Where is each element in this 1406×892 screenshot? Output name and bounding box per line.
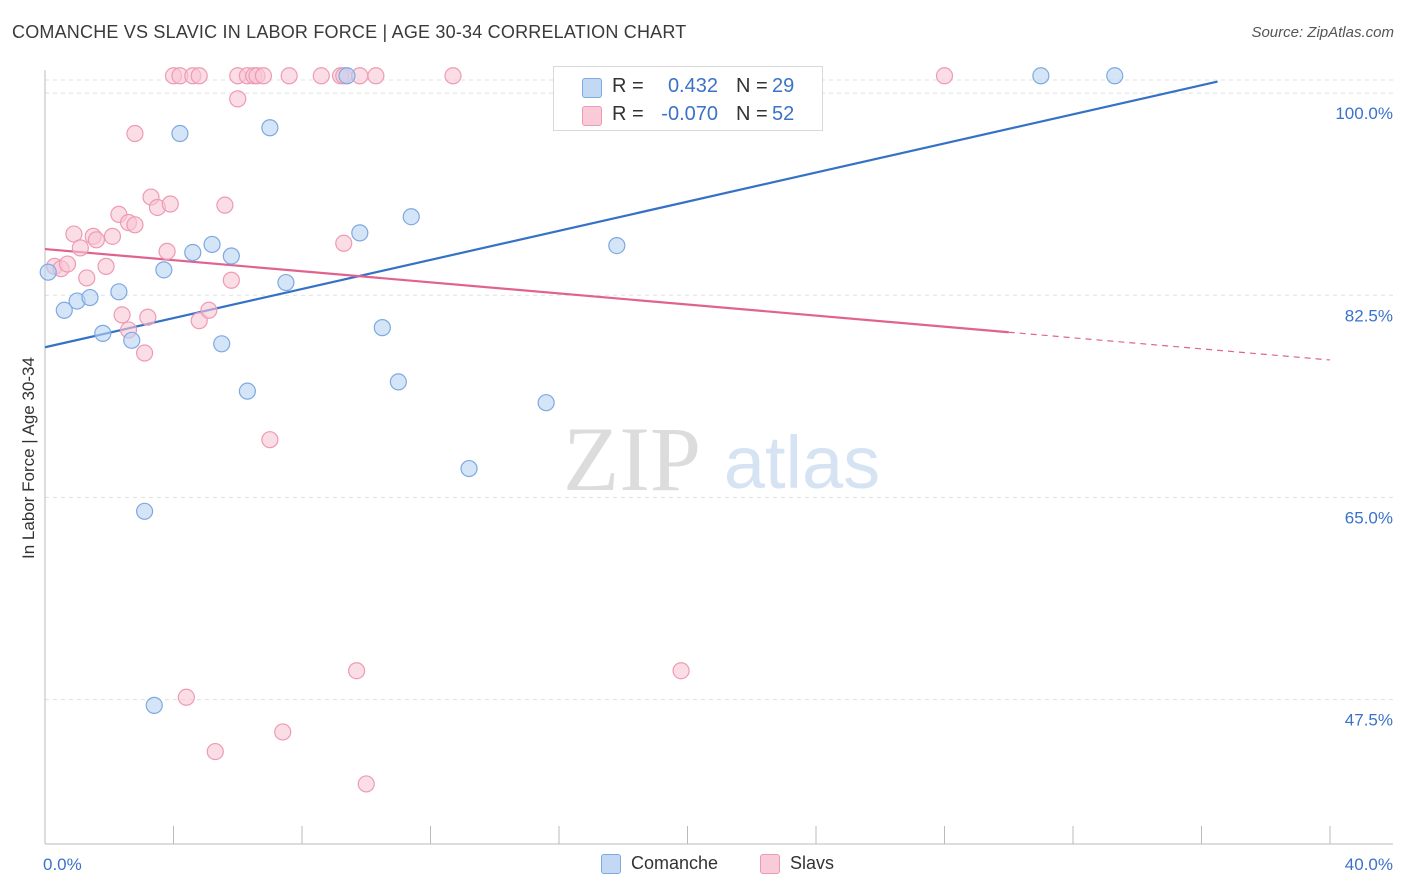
legend-row-comanche: R = 0.432 N = 29 bbox=[554, 73, 822, 101]
slavs-point bbox=[348, 662, 366, 680]
comanche-point bbox=[155, 261, 173, 279]
slavs-point bbox=[357, 775, 375, 793]
slavs-point bbox=[444, 67, 462, 85]
x-tick-label: 40.0% bbox=[1345, 855, 1393, 874]
r-label: R = bbox=[612, 103, 644, 125]
r-value: -0.070 bbox=[661, 103, 718, 125]
axes bbox=[44, 70, 1393, 845]
comanche-point bbox=[238, 382, 256, 400]
comanche-trend-line bbox=[44, 80, 1218, 349]
slavs-point bbox=[200, 301, 218, 319]
slavs-point bbox=[935, 67, 954, 85]
comanche-point bbox=[39, 263, 57, 281]
slavs-point bbox=[206, 742, 224, 761]
comanche-point bbox=[145, 696, 163, 714]
slavs-point bbox=[261, 431, 279, 449]
comanche-point bbox=[213, 335, 231, 353]
correlation-legend: R = 0.432 N = 29 R = -0.070 N = 52 bbox=[553, 66, 823, 131]
slavs-point bbox=[274, 723, 292, 741]
slavs-swatch bbox=[582, 106, 602, 126]
slavs-point bbox=[312, 67, 330, 85]
comanche-point bbox=[1032, 67, 1050, 85]
comanche-point bbox=[373, 319, 391, 337]
series-legend: Comanche Slavs bbox=[0, 852, 1406, 878]
comanche-point bbox=[94, 324, 112, 342]
watermark: ZIP atlas bbox=[563, 408, 880, 510]
comanche-swatch bbox=[582, 78, 602, 98]
slavs-point bbox=[103, 227, 122, 245]
comanche-point bbox=[203, 235, 221, 254]
slavs-point bbox=[672, 662, 690, 680]
watermark-zip: ZIP bbox=[563, 408, 701, 510]
y-axis-label: In Labor Force | Age 30-34 bbox=[19, 357, 38, 559]
comanche-point bbox=[338, 67, 356, 85]
legend-label: Slavs bbox=[790, 853, 835, 873]
comanche-point bbox=[261, 119, 279, 137]
comanche-swatch bbox=[601, 854, 621, 874]
slavs-point bbox=[65, 225, 83, 243]
slavs-point bbox=[229, 90, 247, 108]
slavs-point bbox=[254, 67, 273, 85]
y-tick-label: 47.5% bbox=[1345, 711, 1393, 730]
slavs-point bbox=[135, 344, 154, 362]
comanche-point bbox=[277, 273, 295, 292]
comanche-point bbox=[55, 301, 73, 319]
data-points bbox=[39, 67, 1124, 793]
slavs-point bbox=[177, 688, 195, 706]
comanche-point bbox=[171, 124, 189, 143]
slavs-point bbox=[367, 67, 385, 85]
slavs-point bbox=[78, 269, 96, 287]
legend-label: Comanche bbox=[631, 853, 719, 873]
chart-title: COMANCHE VS SLAVIC IN LABOR FORCE | AGE … bbox=[12, 22, 687, 42]
axis-ticks: 47.5% 65.0% 82.5% 100.0% 0.0% 40.0% bbox=[43, 104, 1393, 874]
y-tick-label: 100.0% bbox=[1335, 104, 1393, 123]
slavs-swatch bbox=[760, 854, 780, 874]
n-label: N = bbox=[736, 103, 768, 125]
comanche-point bbox=[123, 331, 141, 349]
comanche-point bbox=[184, 243, 202, 262]
n-label: N = bbox=[736, 75, 768, 97]
slavs-trend-line bbox=[44, 247, 1009, 334]
x-tick-label: 0.0% bbox=[43, 855, 82, 874]
slavs-point bbox=[139, 308, 157, 326]
slavs-point bbox=[280, 67, 298, 85]
slavs-point bbox=[126, 216, 144, 234]
r-label: R = bbox=[612, 75, 644, 97]
slavs-point bbox=[335, 234, 353, 252]
watermark-atlas: atlas bbox=[724, 421, 880, 504]
legend-row-slavs: R = -0.070 N = 52 bbox=[554, 101, 822, 129]
y-tick-label: 65.0% bbox=[1345, 508, 1393, 527]
slavs-point bbox=[161, 195, 179, 213]
n-value: 52 bbox=[772, 103, 795, 125]
comanche-point bbox=[460, 459, 478, 478]
comanche-point bbox=[608, 236, 626, 255]
comanche-point bbox=[110, 283, 128, 301]
comanche-point bbox=[222, 247, 240, 265]
slavs-point bbox=[190, 67, 208, 85]
slavs-point bbox=[222, 271, 240, 289]
y-tick-label: 82.5% bbox=[1345, 306, 1393, 325]
comanche-point bbox=[537, 394, 555, 412]
slavs-point bbox=[216, 196, 234, 214]
slavs-point bbox=[113, 306, 131, 324]
slavs-point bbox=[87, 231, 106, 249]
trend-lines bbox=[44, 80, 1331, 361]
slavs-point bbox=[58, 255, 77, 273]
comanche-point bbox=[135, 502, 154, 520]
source-label: Source: ZipAtlas.com bbox=[1251, 24, 1394, 41]
comanche-point bbox=[402, 208, 420, 226]
comanche-point bbox=[81, 288, 99, 307]
n-value: 29 bbox=[772, 75, 795, 97]
slavs-point bbox=[126, 124, 144, 143]
comanche-point bbox=[1106, 67, 1124, 85]
comanche-point bbox=[389, 373, 407, 391]
r-value: 0.432 bbox=[667, 75, 718, 97]
slavs-point bbox=[158, 242, 176, 260]
slavs-trend-extension bbox=[1008, 331, 1331, 361]
slavs-point bbox=[97, 257, 115, 275]
slavs-point bbox=[71, 239, 89, 257]
comanche-point bbox=[351, 224, 369, 242]
